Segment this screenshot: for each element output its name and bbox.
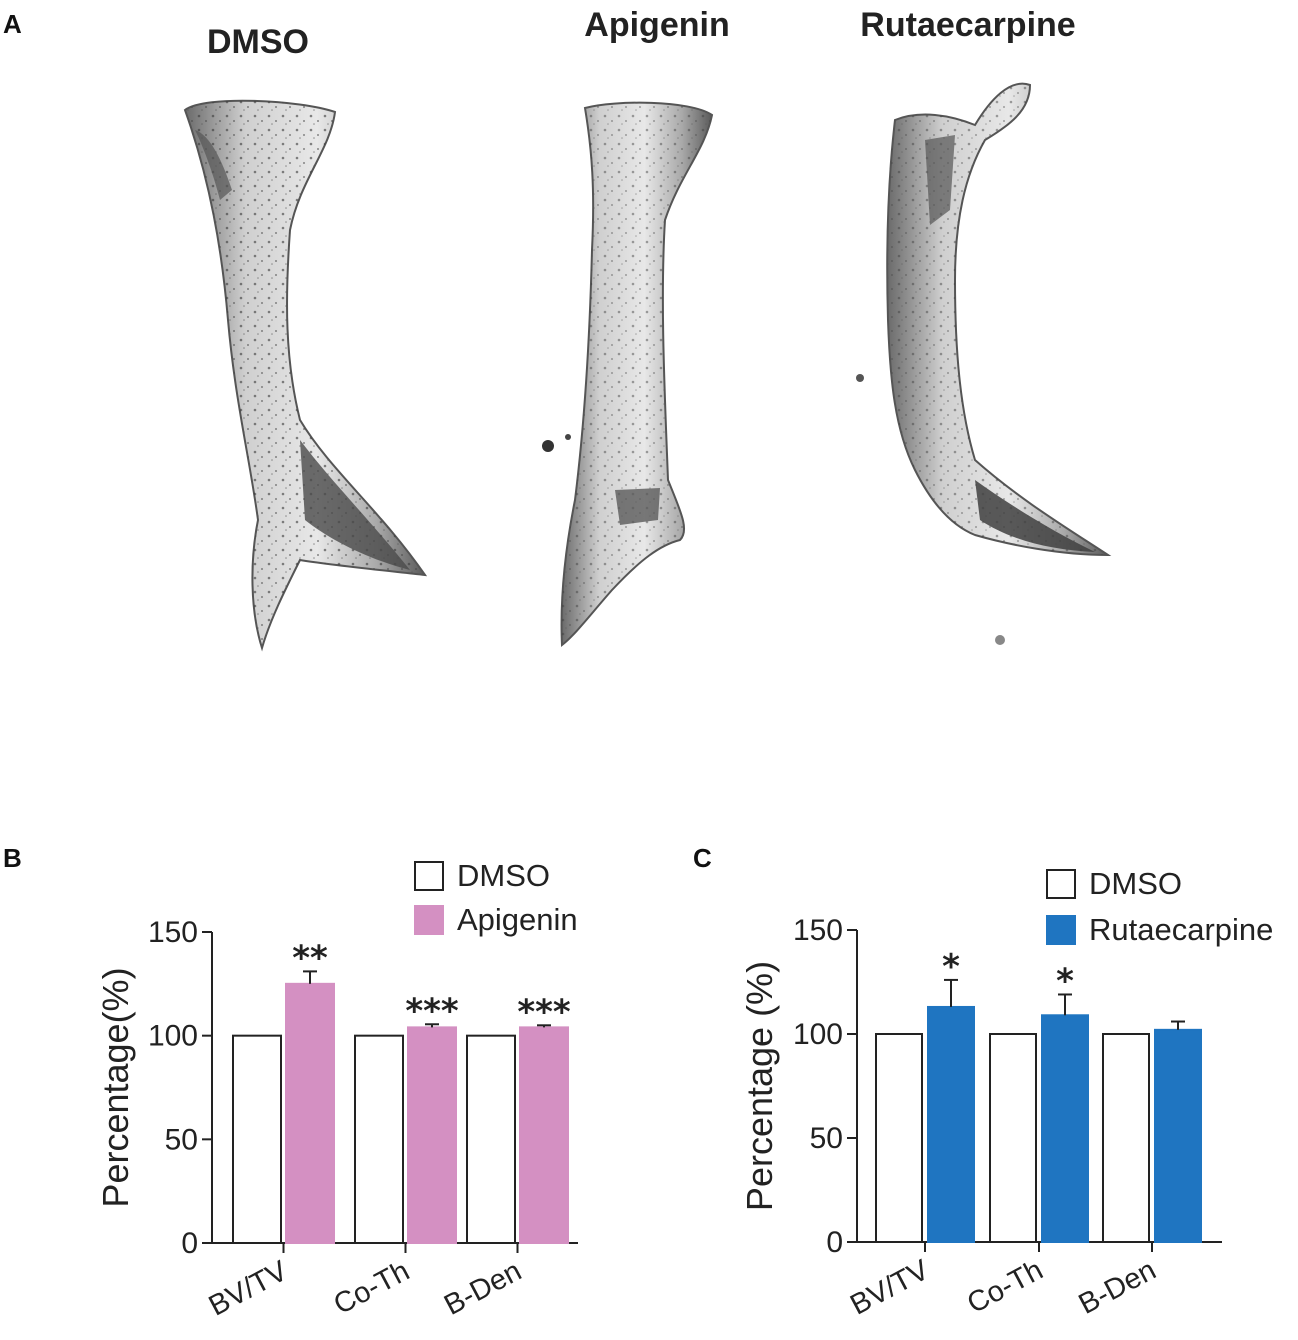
y-tick-label: 0 [826,1226,843,1259]
legend-label: Apigenin [457,902,578,937]
y-tick-label: 50 [165,1123,198,1156]
significance-mark: ** [292,938,328,978]
y-axis-title: Percentage (%) [739,961,780,1211]
significance-mark: *** [405,991,459,1031]
specimen-title-dmso: DMSO [207,23,309,61]
x-tick-label: Co-Th [329,1255,415,1321]
y-tick-label: 0 [181,1227,198,1260]
significance-mark: *** [517,992,571,1032]
chart-c-bars: * * [875,947,1202,1244]
y-axis-title: Percentage(%) [95,967,136,1207]
legend-label: Rutaecarpine [1089,912,1273,947]
specimen-title-rutaecarpine: Rutaecarpine [860,6,1075,44]
legend-swatch [1046,869,1076,899]
bar [354,1034,404,1244]
bar [285,982,335,1244]
chart-c-legend: DMSO Rutaecarpine [1046,866,1273,947]
panel-letter-a: A [3,9,22,39]
y-tick-label: 150 [148,916,198,949]
bar [232,1034,282,1244]
x-tick-label: BV/TV [204,1255,294,1323]
bone-microct-icon [183,99,428,652]
bone-microct-icon [542,101,714,647]
bar [1154,1028,1202,1243]
y-tick-label: 100 [793,1018,843,1051]
panel-letter-c: C [693,843,712,873]
bar [519,1026,569,1244]
significance-mark: * [942,947,960,987]
legend-swatch [414,861,444,891]
bar [1041,1014,1089,1244]
bar [875,1033,923,1243]
x-tick-label: BV/TV [845,1254,935,1322]
bar [466,1034,516,1244]
panel-letter-b: B [3,843,22,873]
legend-swatch [414,905,444,935]
y-tick-label: 150 [793,914,843,947]
legend-swatch [1046,915,1076,945]
x-tick-label: Co-Th [962,1254,1048,1320]
chart-b-bars: ***** *** [232,938,571,1244]
chart-b-legend: DMSO Apigenin [414,858,578,937]
bar [927,1005,975,1244]
legend-label: DMSO [1089,866,1182,901]
bar [989,1033,1037,1243]
significance-mark: * [1056,961,1074,1001]
y-tick-label: 50 [810,1122,843,1155]
bar [1102,1033,1150,1243]
bar [407,1026,457,1244]
chart-panel-c: C 0 50 100 150 Percentage (%) BV/TV Co-Th B-Den… [693,843,1273,1322]
x-tick-label: B-Den [1074,1254,1162,1321]
panel-a: A DMSO Apigenin Rutaecarpine [3,6,1112,652]
legend-label: DMSO [457,858,550,893]
specimen-title-apigenin: Apigenin [584,6,729,44]
bone-microct-icon [856,82,1112,645]
x-tick-label: B-Den [439,1255,527,1322]
y-tick-label: 100 [148,1020,198,1053]
